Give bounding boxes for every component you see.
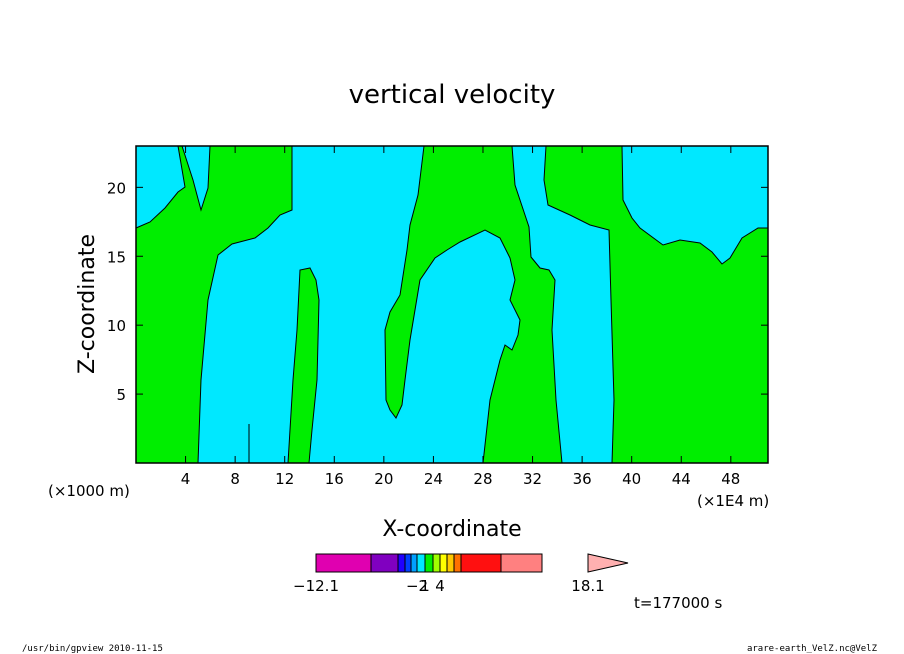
x-tick-label: 44	[672, 470, 691, 488]
colorbar-tick-label: −12.1	[293, 577, 339, 595]
x-tick-label: 12	[275, 470, 294, 488]
y-axis-ticks: 5 10 15 20	[107, 179, 768, 404]
x-tick-label: 24	[424, 470, 443, 488]
y-tick-label: 15	[107, 248, 126, 266]
x-tick-label: 16	[325, 470, 344, 488]
x-tick-label: 48	[721, 470, 740, 488]
chart-title: vertical velocity	[349, 80, 556, 110]
colorbar-cell	[424, 553, 434, 573]
colorbar: −12.1 −21 4 18.1	[293, 553, 629, 595]
x-tick-label: 20	[374, 470, 393, 488]
positive-region-center	[384, 145, 563, 464]
colorbar-tick-label: 4	[435, 577, 445, 595]
x-tick-label: 4	[181, 470, 191, 488]
colorbar-cell	[460, 553, 502, 573]
colorbar-cell	[453, 553, 462, 573]
positive-regions	[135, 145, 769, 464]
colorbar-cell	[315, 553, 372, 573]
plot-frame	[135, 145, 769, 464]
x-units-label: (×1000 m)	[48, 482, 130, 500]
colorbar-cell	[439, 553, 448, 573]
x-tick-label: 32	[523, 470, 542, 488]
colorbar-tick-label: 18.1	[571, 577, 604, 595]
colorbar-cell	[404, 553, 412, 573]
x-scale-label: (×1E4 m)	[697, 492, 769, 510]
colorbar-cell	[397, 553, 406, 573]
x-axis-ticks: 4 8 12 16 20 24 28 32 36 40 44 48	[181, 146, 740, 488]
colorbar-cell	[432, 553, 441, 573]
x-tick-label: 36	[573, 470, 592, 488]
colorbar-cell	[370, 553, 399, 573]
time-label: t=177000 s	[634, 594, 722, 612]
x-tick-label: 40	[622, 470, 641, 488]
colorbar-tick-label: 1	[420, 577, 430, 595]
footer-left: /usr/bin/gpview 2010-11-15	[22, 644, 163, 654]
footer-right: arare-earth_VelZ.nc@VelZ	[747, 644, 878, 654]
colorbar-cell	[410, 553, 418, 573]
colorbar-tick-label: −2	[406, 577, 428, 595]
x-tick-label: 8	[230, 470, 240, 488]
y-axis-label: Z-coordinate	[75, 234, 100, 374]
positive-region-right	[543, 145, 769, 464]
y-tick-label: 5	[116, 386, 126, 404]
colorbar-arrow	[587, 553, 629, 573]
colorbar-cell	[416, 553, 426, 573]
colorbar-cell	[500, 553, 543, 573]
y-tick-label: 20	[107, 179, 126, 197]
x-tick-label: 28	[473, 470, 492, 488]
y-tick-label: 10	[107, 317, 126, 335]
positive-region-thin	[287, 267, 320, 464]
colorbar-cell	[446, 553, 455, 573]
x-axis-label: X-coordinate	[382, 517, 521, 542]
